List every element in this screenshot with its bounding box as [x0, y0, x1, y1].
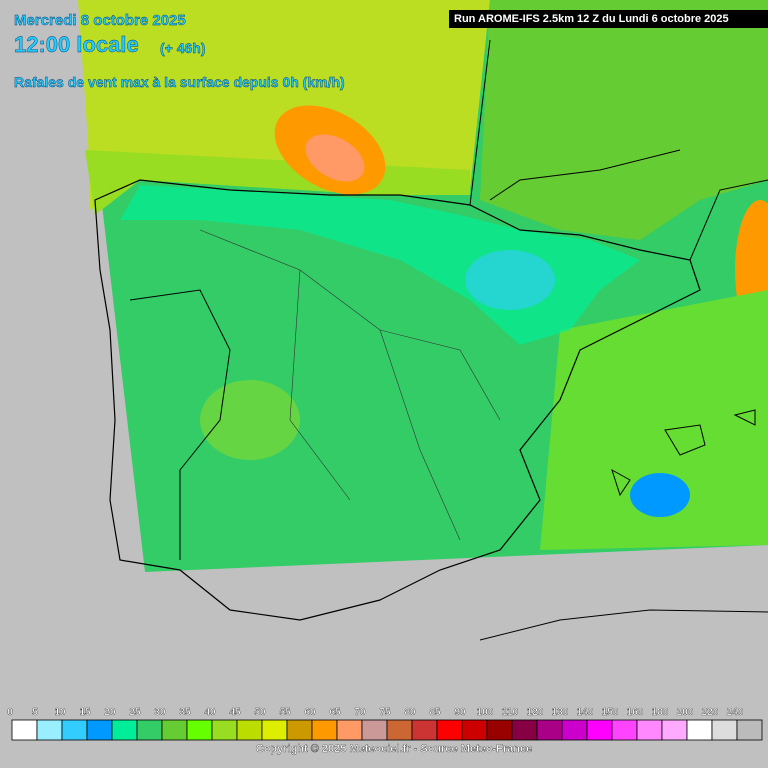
legend-label: 0: [7, 707, 13, 718]
coastline: [94, 179, 701, 621]
legend-swatch: [661, 719, 688, 741]
legend-label: 240: [727, 707, 744, 718]
legend: 0 5 10 15 20 25 30 35 40 45 50 55 60 65 70 75 80 85 90 100 1…: [7, 707, 763, 741]
legend-label: 120: [527, 707, 544, 718]
legend-label: 90: [454, 707, 466, 718]
france: [480, 0, 768, 240]
gust-area: [305, 134, 365, 182]
legend-swatch: [386, 719, 413, 741]
date: Mercredi 8 octobre 2025: [14, 12, 186, 29]
mountain-area: [465, 250, 555, 310]
legend-swatch: [486, 719, 513, 741]
copyright: Copyright © 2025 Meteociel.fr - Source M…: [255, 743, 533, 755]
legend-label: 130: [552, 707, 569, 718]
legend-swatch: [11, 719, 38, 741]
legend-label: 20: [104, 707, 116, 718]
legend-label: 50: [254, 707, 266, 718]
legend-swatch: [411, 719, 438, 741]
lead-time: (+ 46h): [160, 40, 206, 56]
legend-label: 160: [627, 707, 644, 718]
legend-swatch: [736, 719, 763, 741]
legend-swatch: [586, 719, 613, 741]
legend-swatch: [161, 719, 188, 741]
legend-swatch: [111, 719, 138, 741]
legend-label: 25: [129, 707, 141, 718]
legend-label: 80: [404, 707, 416, 718]
run-info: Run AROME-IFS 2.5km 12 Z du Lundi 6 octo…: [449, 10, 768, 28]
legend-label: 60: [304, 707, 316, 718]
legend-label: 140: [577, 707, 594, 718]
legend-label: 45: [229, 707, 241, 718]
legend-label: 220: [702, 707, 719, 718]
island: [611, 409, 756, 497]
legend-swatch: [236, 719, 263, 741]
calm-area: [630, 473, 690, 517]
legend-label: 200: [677, 707, 694, 718]
legend-label: 180: [652, 707, 669, 718]
mediterranean: [540, 290, 768, 550]
legend-label: 15: [79, 707, 91, 718]
legend-swatch: [536, 719, 563, 741]
legend-label: 85: [429, 707, 441, 718]
legend-label: 40: [204, 707, 216, 718]
legend-label: 30: [154, 707, 166, 718]
plateau: [200, 380, 300, 460]
legend-swatch: [461, 719, 488, 741]
legend-label: 70: [354, 707, 366, 718]
legend-swatch: [286, 719, 313, 741]
legend-swatch: [361, 719, 388, 741]
coastline: [479, 609, 768, 641]
legend-label: 35: [179, 707, 191, 718]
legend-label: 10: [54, 707, 66, 718]
legend-swatch: [211, 719, 238, 741]
legend-swatch: [311, 719, 338, 741]
region-border: [199, 229, 501, 541]
legend-label: 150: [602, 707, 619, 718]
legend-swatch: [636, 719, 663, 741]
legend-label: 75: [379, 707, 391, 718]
legend-swatch: [261, 719, 288, 741]
legend-swatch: [86, 719, 113, 741]
legend-swatch: [611, 719, 638, 741]
legend-swatch: [711, 719, 738, 741]
parameter: Rafales de vent max à la surface depuis …: [14, 74, 345, 90]
legend-label: 65: [329, 707, 341, 718]
legend-label: 55: [279, 707, 291, 718]
legend-swatch: [686, 719, 713, 741]
legend-label: 5: [32, 707, 38, 718]
legend-label: 100: [477, 707, 494, 718]
valid-time: 12:00 locale: [14, 32, 139, 57]
legend-swatch: [186, 719, 213, 741]
legend-swatch: [61, 719, 88, 741]
legend-swatch: [336, 719, 363, 741]
legend-swatch: [561, 719, 588, 741]
legend-swatch: [136, 719, 163, 741]
legend-swatch: [511, 719, 538, 741]
legend-label: 110: [502, 707, 519, 718]
legend-swatch: [436, 719, 463, 741]
legend-swatch: [36, 719, 63, 741]
border: [129, 39, 768, 560]
